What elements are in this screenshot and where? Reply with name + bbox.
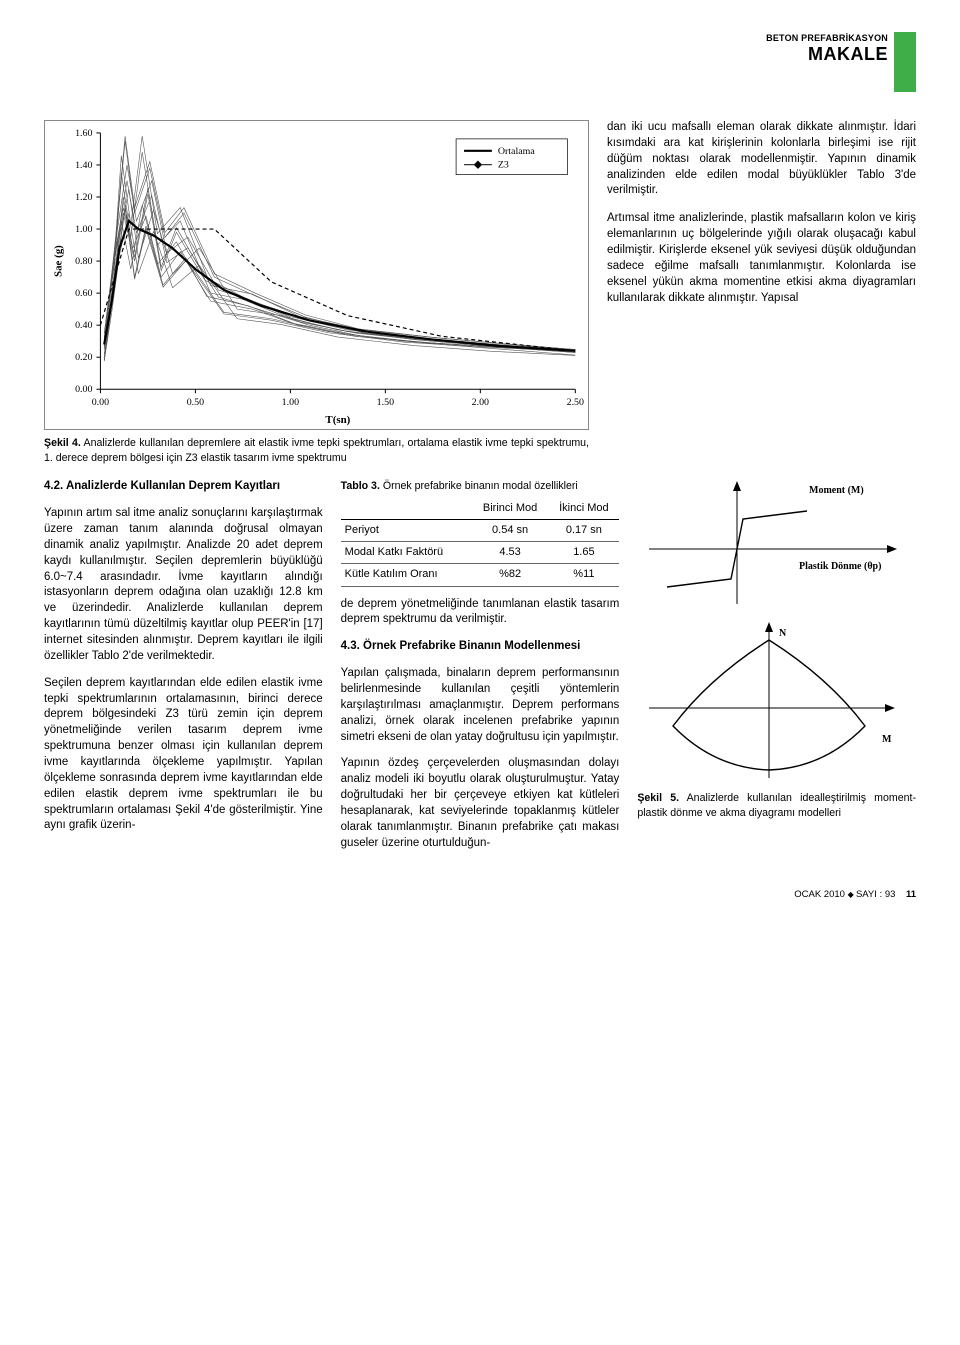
svg-text:0.40: 0.40: [75, 320, 92, 331]
svg-text:0.20: 0.20: [75, 352, 92, 363]
table3-col-header: İkinci Mod: [548, 498, 619, 520]
table3-caption-text: Örnek prefabrike binanın modal özellikle…: [380, 480, 578, 492]
table-row: Periyot0.54 sn0.17 sn: [341, 520, 620, 542]
svg-text:T(sn): T(sn): [325, 414, 350, 426]
svg-text:0.60: 0.60: [75, 288, 92, 299]
header-big: MAKALE: [766, 42, 888, 67]
svg-text:1.50: 1.50: [377, 397, 394, 408]
section-4-3-head: 4.3. Örnek Prefabrike Binanın Modellenme…: [341, 640, 581, 652]
figure5-caption-text: Analizlerde kullanılan idealleştirilmiş …: [637, 792, 916, 819]
table3: Tablo 3. Örnek prefabrike binanın modal …: [341, 479, 620, 586]
svg-text:Sae (g): Sae (g): [53, 245, 65, 277]
figure4-chart: 0.00 0.20 0.40 0.60 0.80 1.00 1.20 1.40 1.60 0.00…: [44, 120, 589, 430]
table3-col-header: [341, 498, 472, 520]
mid-p1: de deprem yönetmeliğinde tanımlanan elas…: [341, 597, 620, 629]
page-header: BETON PREFABRİKASYON MAKALE: [44, 32, 916, 92]
svg-text:1.20: 1.20: [75, 192, 92, 203]
figure4-caption-text: Analizlerde kullanılan depremlere ait el…: [44, 437, 589, 464]
svg-text:1.40: 1.40: [75, 160, 92, 171]
top-right-p1: dan iki ucu mafsallı eleman olarak dikka…: [607, 120, 916, 199]
svg-text:N: N: [779, 628, 787, 639]
svg-text:2.00: 2.00: [472, 397, 489, 408]
svg-text:Plastik Dönme (θp): Plastik Dönme (θp): [799, 561, 881, 572]
figure5-caption: Şekil 5. Analizlerde kullanılan idealleş…: [637, 791, 916, 820]
svg-text:Ortalama: Ortalama: [498, 146, 536, 157]
svg-text:1.60: 1.60: [75, 128, 92, 139]
top-right-text: dan iki ucu mafsallı eleman olarak dikka…: [607, 120, 916, 465]
figure4-caption: Şekil 4. Analizlerde kullanılan depremle…: [44, 436, 589, 465]
figure5-caption-label: Şekil 5.: [637, 792, 679, 804]
figure5: Moment (M)Plastik Dönme (θp) NM Şekil 5.…: [637, 479, 916, 820]
section-4-2-p1: Yapının artım sal itme analiz sonuçların…: [44, 506, 323, 665]
section-4-2-p2: Seçilen deprem kayıtlarından elde edilen…: [44, 676, 323, 835]
header-color-tab: [894, 32, 916, 92]
figure5-diagram-b: NM: [637, 620, 902, 785]
table-row: Kütle Katılım Oranı%82%11: [341, 564, 620, 586]
svg-text:1.00: 1.00: [282, 397, 299, 408]
table3-col-header: Birinci Mod: [472, 498, 549, 520]
footer-month: OCAK 2010: [794, 889, 845, 900]
section-4-2-head: 4.2. Analizlerde Kullanılan Deprem Kayıt…: [44, 480, 280, 492]
svg-text:M: M: [882, 734, 892, 745]
top-right-p2: Artımsal itme analizlerinde, plastik maf…: [607, 211, 916, 306]
table3-table: Birinci Modİkinci Mod Periyot0.54 sn0.17…: [341, 498, 620, 587]
table-row: Modal Katkı Faktörü4.531.65: [341, 542, 620, 564]
header-text: BETON PREFABRİKASYON MAKALE: [766, 32, 888, 67]
table3-caption-label: Tablo 3.: [341, 480, 380, 492]
svg-text:1.00: 1.00: [75, 224, 92, 235]
figure4-svg: 0.00 0.20 0.40 0.60 0.80 1.00 1.20 1.40 1.60 0.00…: [45, 121, 588, 429]
footer-issue: SAYI : 93: [856, 889, 895, 900]
svg-text:0.80: 0.80: [75, 256, 92, 267]
footer-page: 11: [906, 889, 916, 900]
page-footer: OCAK 2010 ◆ SAYI : 93 11: [44, 888, 916, 901]
mid-p3: Yapının özdeş çerçevelerden oluşmasından…: [341, 756, 620, 851]
figure5-diagram-a: Moment (M) Plastik Dönme (θp): [637, 479, 902, 614]
svg-text:Moment (M): Moment (M): [809, 485, 864, 496]
svg-text:Z3: Z3: [498, 160, 509, 171]
svg-text:2.50: 2.50: [567, 397, 584, 408]
svg-text:0.00: 0.00: [92, 397, 109, 408]
figure4-caption-label: Şekil 4.: [44, 437, 81, 449]
svg-text:0.00: 0.00: [75, 384, 92, 395]
svg-text:0.50: 0.50: [187, 397, 204, 408]
mid-p2: Yapılan çalışmada, binaların deprem perf…: [341, 666, 620, 745]
